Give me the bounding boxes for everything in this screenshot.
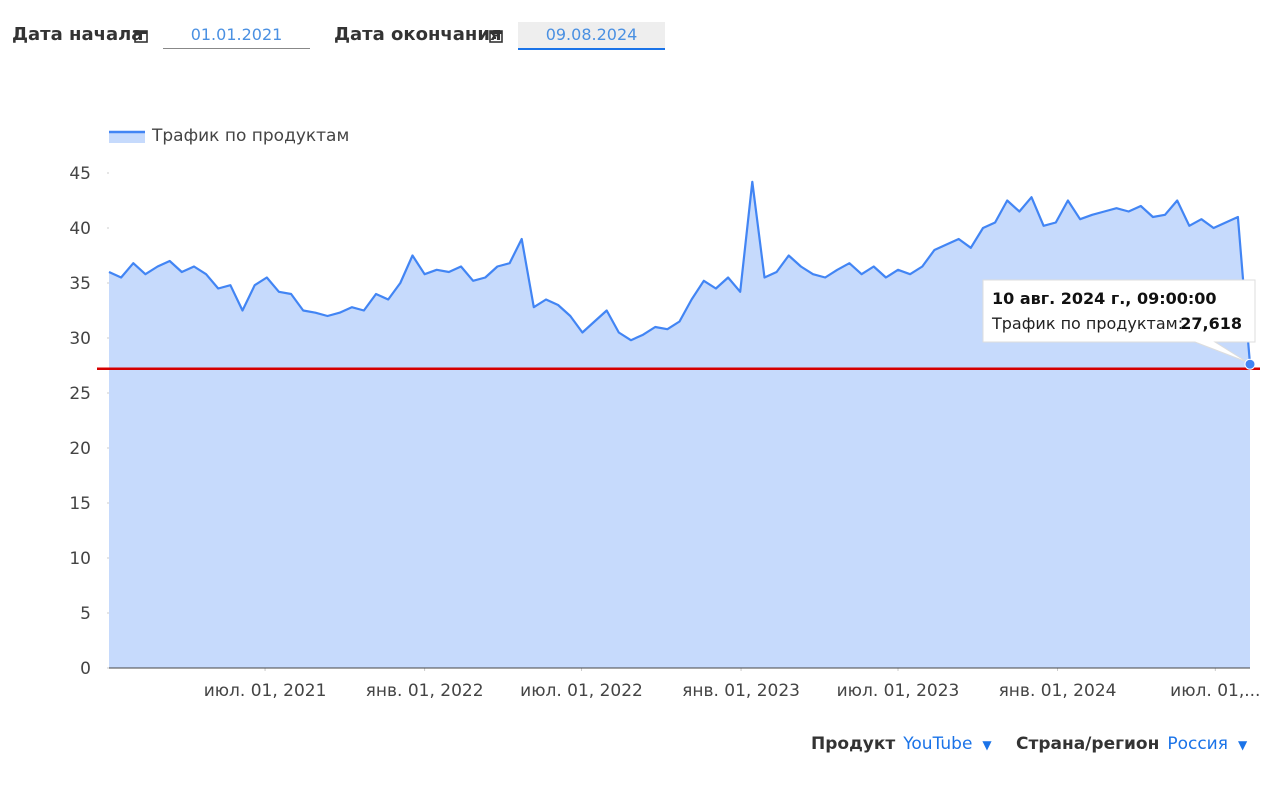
y-tick-label: 0 [80, 659, 91, 679]
y-tick-label: 45 [69, 164, 91, 184]
x-tick-label: янв. 01, 2022 [366, 681, 484, 701]
region-filter[interactable]: Страна/регион Россия ▼ [1016, 734, 1247, 754]
calendar-icon[interactable] [488, 28, 504, 44]
tooltip-label: Трафик по продуктам: [991, 314, 1183, 333]
filter-label: Продукт [811, 734, 896, 754]
x-tick-label: янв. 01, 2023 [682, 681, 800, 701]
y-tick-label: 35 [69, 274, 91, 294]
filter-value: YouTube [903, 734, 973, 754]
y-tick-label: 20 [69, 439, 91, 459]
end-label: Дата окончания [334, 24, 502, 45]
y-tick-label: 5 [80, 604, 91, 624]
x-tick-label: июл. 01, 2021 [204, 681, 327, 701]
area-line [108, 180, 1252, 365]
hover-point [1244, 358, 1256, 370]
dropdown-arrow: ▼ [982, 738, 992, 752]
tooltip-value: 27,618 [1180, 314, 1242, 333]
filter-label: Страна/регион [1016, 734, 1160, 754]
y-tick-label: 30 [69, 329, 91, 349]
legend-label: Трафик по продуктам [151, 126, 349, 146]
tooltip-box [982, 279, 1256, 363]
y-tick-label: 15 [69, 494, 91, 514]
x-tick-label: янв. 01, 2024 [999, 681, 1117, 701]
x-tick-label: июл. 01, 2023 [837, 681, 960, 701]
tooltip-title: 10 авг. 2024 г., 09:00:00 [992, 289, 1217, 308]
dropdown-arrow: ▼ [1237, 738, 1248, 752]
start-date-input[interactable]: 01.01.2021 [163, 22, 310, 49]
start-label: Дата начала [12, 24, 144, 45]
y-tick-label: 40 [69, 219, 91, 239]
calendar-icon[interactable] [133, 28, 149, 44]
product-filter[interactable]: Продукт YouTube ▼ [811, 734, 992, 754]
x-tick-label: июл. 01, 2022 [520, 681, 643, 701]
y-tick-label: 10 [69, 549, 91, 569]
y-tick-label: 25 [69, 384, 91, 404]
area-fill [109, 181, 1250, 669]
end-date-input[interactable]: 09.08.2024 [518, 22, 665, 50]
legend-swatch [109, 131, 145, 143]
x-tick-label: июл. 01,... [1170, 681, 1260, 701]
filter-value: Россия [1167, 734, 1228, 754]
